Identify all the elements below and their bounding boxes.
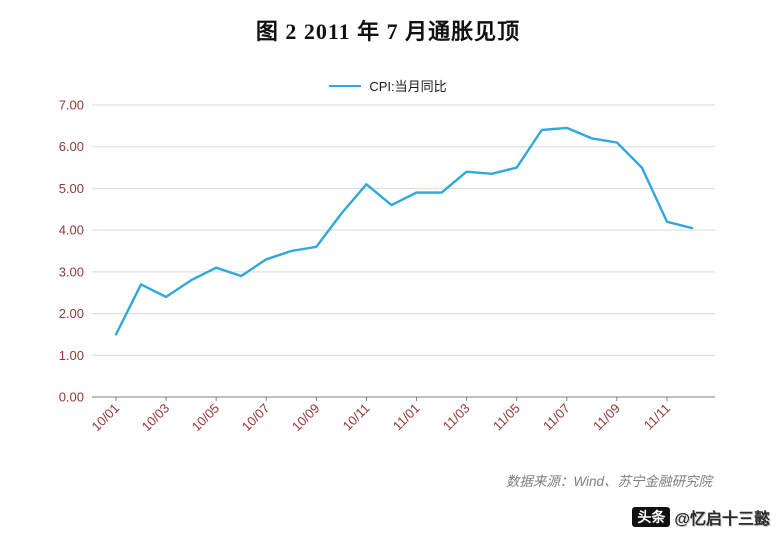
x-tick-label: 10/07 bbox=[239, 401, 273, 435]
y-tick-label: 2.00 bbox=[59, 306, 84, 321]
y-tick-label: 6.00 bbox=[59, 139, 84, 154]
toutiao-badge: 头条 bbox=[632, 507, 671, 527]
chart-title: 图 2 2011 年 7 月通胀见顶 bbox=[255, 19, 521, 44]
x-tick-label: 11/03 bbox=[440, 401, 473, 434]
y-tick-label: 1.00 bbox=[59, 348, 84, 363]
x-tick-label: 11/05 bbox=[490, 401, 523, 434]
x-tick-label: 11/09 bbox=[590, 401, 623, 434]
legend-label: CPI:当月同比 bbox=[369, 79, 447, 94]
x-tick-label: 10/05 bbox=[189, 401, 223, 435]
x-tick-label: 11/11 bbox=[641, 401, 673, 433]
x-tick-label: 10/09 bbox=[289, 401, 323, 435]
cpi-series-line bbox=[114, 126, 694, 336]
watermark: 头条 @忆启十三懿 bbox=[632, 505, 770, 529]
y-tick-label: 3.00 bbox=[59, 264, 84, 279]
y-tick-label: 0.00 bbox=[59, 390, 84, 405]
y-tick-label: 4.00 bbox=[59, 223, 84, 238]
watermark-author: @忆启十三懿 bbox=[674, 511, 770, 528]
y-tick-label: 7.00 bbox=[59, 98, 84, 113]
data-source-note: 数据来源：Wind、苏宁金融研究院 bbox=[505, 474, 712, 489]
legend-line-swatch bbox=[329, 84, 362, 87]
x-tick-label: 10/03 bbox=[139, 401, 173, 435]
x-tick-label: 10/01 bbox=[89, 401, 123, 435]
x-tick-label: 11/01 bbox=[390, 401, 423, 434]
chart-legend: CPI:当月同比 bbox=[0, 76, 776, 95]
x-tick-label: 10/11 bbox=[340, 401, 373, 434]
x-tick-label: 11/07 bbox=[540, 401, 573, 434]
y-tick-label: 5.00 bbox=[59, 181, 84, 196]
